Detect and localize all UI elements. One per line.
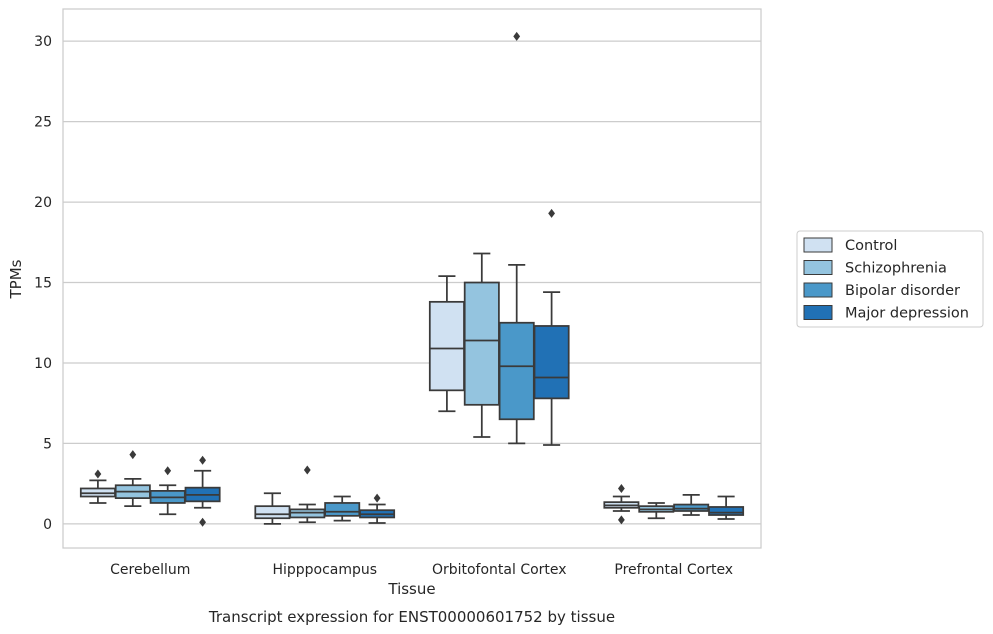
outlier-marker (199, 455, 206, 465)
x-axis-label: Tissue (387, 580, 435, 598)
x-tick-label: Cerebellum (110, 562, 190, 578)
grid-lines (63, 40, 761, 525)
outlier-marker (164, 466, 172, 476)
box (359, 493, 396, 524)
legend-label: Control (845, 238, 897, 254)
legend-item: Control (803, 237, 897, 254)
y-tick-labels: 0 5 10 15 20 25 30 (34, 34, 52, 533)
legend-label: Schizophrenia (845, 261, 947, 277)
legend-frame (796, 230, 984, 328)
box (114, 450, 151, 508)
legend-swatch (803, 282, 833, 298)
box-body (254, 505, 291, 520)
box-body (428, 300, 465, 392)
box (463, 252, 500, 438)
outlier-marker (548, 208, 555, 218)
y-tick-label: 20 (34, 195, 52, 211)
x-tick-label: Orbitofontal Cortex (432, 562, 567, 578)
box (498, 31, 535, 445)
box-body (533, 325, 570, 400)
legend-item: Bipolar disorder (803, 282, 960, 299)
box (428, 275, 465, 413)
box (254, 492, 291, 525)
legend-swatch (803, 260, 833, 275)
chart-caption: Transcript expression for ENST0000060175… (208, 608, 615, 626)
box (79, 469, 116, 504)
box-body (708, 506, 745, 516)
x-tick-label: Prefrontal Cortex (614, 562, 733, 578)
box (603, 483, 640, 525)
box-body (324, 502, 361, 517)
box-body (463, 281, 500, 406)
box-series (79, 31, 745, 527)
outlier-marker (373, 493, 381, 503)
box (533, 208, 570, 446)
outlier-marker (94, 469, 102, 479)
box (673, 494, 710, 516)
outlier-marker (513, 31, 521, 41)
legend-swatch (803, 237, 833, 253)
outlier-marker (303, 465, 311, 475)
box (324, 495, 361, 522)
legend-item: Schizophrenia (803, 260, 947, 277)
legend-swatch (803, 305, 833, 320)
outlier-marker (618, 515, 625, 525)
box-body (498, 321, 535, 421)
outlier-marker (618, 483, 625, 493)
legend-label: Bipolar disorder (845, 283, 960, 299)
plot-frame (62, 8, 762, 549)
x-tick-label: Hipppocampus (272, 562, 377, 578)
y-tick-label: 15 (34, 276, 52, 292)
y-tick-label: 30 (34, 34, 52, 50)
legend-label: Major depression (845, 306, 969, 322)
y-tick-label: 25 (34, 115, 52, 131)
y-tick-label: 5 (43, 436, 52, 452)
outlier-marker (129, 450, 137, 460)
box (289, 465, 326, 524)
box (638, 502, 675, 520)
legend-item: Major depression (803, 305, 969, 322)
y-tick-label: 10 (34, 356, 52, 372)
y-axis-label: TPMs (7, 259, 25, 299)
x-tick-labels: Cerebellum Hipppocampus Orbitofontal Corte… (110, 562, 733, 578)
box (184, 455, 221, 527)
y-tick-label: 0 (43, 517, 52, 533)
legend: Control Schizophrenia Bipolar disorder Majo… (796, 230, 984, 328)
outlier-marker (199, 517, 206, 527)
box (708, 495, 745, 520)
box (149, 466, 186, 516)
